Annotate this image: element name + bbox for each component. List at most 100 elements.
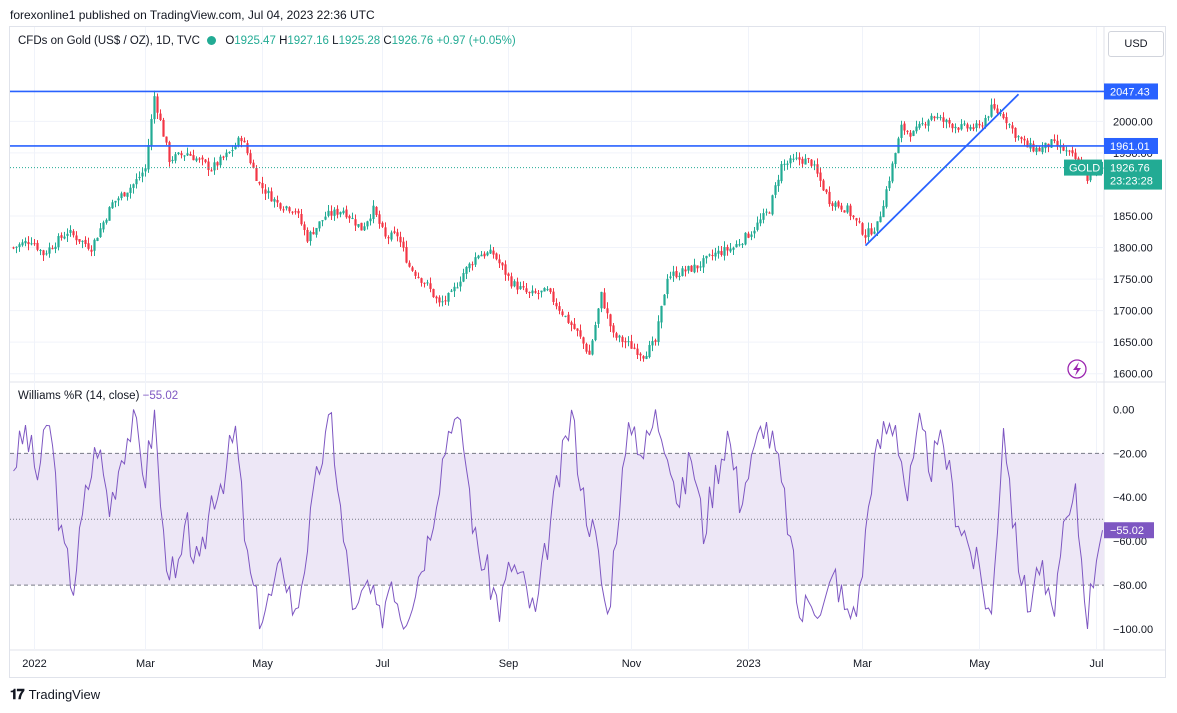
candle-body (30, 243, 33, 245)
candle-body (813, 164, 816, 166)
candle-body (75, 235, 78, 241)
candle-body (951, 123, 954, 129)
candle-body (1026, 140, 1029, 148)
price-tick-label: 1800.00 (1113, 243, 1153, 255)
candle-body (150, 118, 153, 146)
candle-body (441, 301, 444, 303)
candle-body (582, 337, 585, 344)
candle-body (45, 253, 48, 255)
candle-body (684, 269, 687, 272)
candle-body (723, 247, 726, 256)
candle-body (954, 126, 957, 129)
candle-body (960, 124, 963, 130)
candle-body (288, 207, 291, 212)
market-status-dot (207, 36, 217, 46)
level-2047-tag-bg (1104, 83, 1158, 100)
candle-body (87, 243, 90, 249)
candle-body (546, 289, 549, 291)
candle-body (819, 172, 822, 181)
open-label: O (225, 35, 235, 47)
candle-body (996, 108, 999, 114)
candle-body (591, 340, 594, 355)
candle-body (273, 199, 276, 202)
candle-body (516, 281, 519, 290)
candle-body (471, 264, 474, 266)
candle-body (129, 187, 132, 193)
candle-body (60, 235, 63, 238)
candle-body (978, 123, 981, 126)
candle-body (300, 213, 303, 225)
wr-series-line (13, 409, 1103, 630)
candle-body (570, 322, 573, 326)
candle-body (393, 231, 396, 233)
candle-body (345, 209, 348, 218)
candle-body (246, 143, 249, 154)
candle-body (1035, 147, 1038, 152)
candle-body (96, 237, 99, 241)
candle-body (900, 124, 903, 138)
candle-body (660, 305, 663, 323)
candle-body (540, 290, 543, 293)
candle-body (612, 325, 615, 333)
candle-body (987, 116, 990, 118)
candle-body (168, 142, 171, 163)
candle-body (861, 223, 864, 235)
candle-body (648, 345, 651, 358)
candle-body (633, 347, 636, 349)
candle-body (552, 291, 555, 302)
candle-body (12, 247, 15, 249)
candle-body (120, 193, 123, 199)
candle-body (807, 158, 810, 160)
candle-body (750, 234, 753, 237)
candle-body (603, 292, 606, 309)
candle-body (762, 213, 765, 220)
level-2047-tag: 2047.43 (1110, 86, 1150, 98)
candle-body (54, 246, 57, 250)
candle-body (1014, 127, 1017, 138)
candle-body (69, 229, 72, 233)
candle-body (624, 341, 627, 343)
candle-body (255, 167, 258, 181)
candle-body (165, 136, 168, 143)
candle-body (216, 162, 219, 166)
candle-body (186, 153, 189, 156)
candle-body (891, 163, 894, 182)
candle-body (366, 221, 369, 227)
price-tick-label: 1650.00 (1113, 337, 1153, 349)
tradingview-footer[interactable]: 𝟏𝟕 TradingView (10, 686, 100, 703)
candle-body (867, 228, 870, 238)
candle-body (939, 117, 942, 119)
candle-body (279, 203, 282, 209)
candle-body (831, 203, 834, 207)
candle-body (396, 232, 399, 237)
currency-button[interactable]: USD (1108, 31, 1164, 57)
candle-body (990, 104, 993, 117)
candle-body (303, 224, 306, 230)
trendline (864, 93, 1020, 247)
candle-body (384, 227, 387, 237)
candle-body (828, 191, 831, 205)
candle-body (504, 264, 507, 275)
candle-body (108, 207, 111, 221)
price-tick-label: 1750.00 (1113, 274, 1153, 286)
candle-body (231, 150, 234, 152)
candle-body (192, 155, 195, 161)
candle-body (42, 250, 45, 256)
candle-body (792, 158, 795, 160)
candle-body (1071, 150, 1074, 154)
candle-body (390, 232, 393, 240)
indicator-legend: Williams %R (14, close) −55.02 (18, 390, 178, 402)
candle-body (573, 323, 576, 329)
candle-body (717, 250, 720, 254)
candle-body (285, 206, 288, 209)
candle-body (558, 306, 561, 311)
open-value: 1925.47 (234, 35, 276, 47)
low-value: 1925.28 (338, 35, 381, 47)
candle-body (372, 205, 375, 220)
candle-body (780, 164, 783, 182)
candle-body (462, 273, 465, 282)
candle-body (342, 210, 345, 214)
candle-body (498, 259, 501, 264)
candle-body (567, 314, 570, 323)
